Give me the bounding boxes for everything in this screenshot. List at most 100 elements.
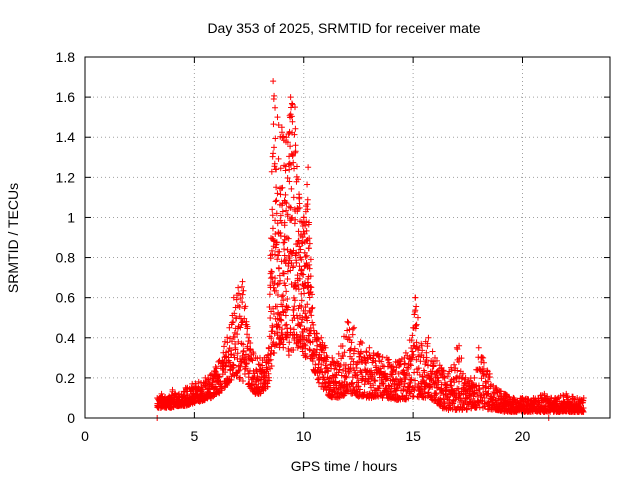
data-point [264,366,271,373]
data-point [341,349,348,356]
data-point [502,393,509,400]
data-point [268,269,275,276]
data-point [421,369,428,376]
data-point [303,252,310,259]
data-point [274,281,281,288]
data-point [284,211,291,218]
data-point [357,348,364,355]
data-point [451,361,458,368]
data-point [304,196,311,203]
data-point [277,191,284,198]
x-tick-label: 10 [296,428,312,444]
y-tick-label: 1.6 [56,89,76,105]
data-point [338,372,345,379]
data-point [284,276,291,282]
data-point [289,214,296,221]
data-point [295,249,302,256]
data-point [339,342,346,349]
data-point [266,291,273,298]
data-point [355,383,362,390]
data-point [244,323,251,330]
data-point [271,238,278,245]
data-point [272,198,279,205]
data-point [440,367,447,374]
data-point [271,144,277,151]
data-point [286,160,293,167]
data-point [237,324,244,331]
data-point [284,139,291,146]
data-point [425,362,432,369]
data-point [454,346,461,353]
data-point [239,299,246,306]
data-point [302,222,309,229]
data-point [238,283,245,290]
data-point [301,280,308,287]
data-point [275,155,282,162]
data-point [275,280,282,287]
data-point [324,354,331,361]
data-point [430,362,437,369]
data-point [282,256,289,263]
data-point [276,324,283,331]
data-point [245,370,252,377]
data-point [293,339,300,346]
data-point [276,272,283,279]
data-point [285,304,292,311]
data-point [274,114,281,121]
data-point [392,369,399,376]
data-point [254,355,261,362]
data-point [283,334,290,341]
data-point [440,396,447,403]
data-point [479,369,486,376]
data-point [199,386,206,393]
data-point [429,348,436,355]
data-point [290,263,297,270]
data-point [306,265,313,272]
data-point [408,376,415,383]
data-point [238,319,245,326]
data-point [282,198,289,205]
data-point [290,307,297,314]
data-point [304,206,311,213]
data-point [304,181,311,188]
data-point [293,163,300,170]
data-point [428,370,435,377]
data-point [360,392,367,399]
data-point [476,404,483,411]
data-point [277,277,284,284]
data-point [332,379,339,386]
data-point [414,314,421,321]
data-point [460,370,467,377]
data-point [273,197,280,204]
data-point [451,379,458,386]
data-point [236,375,243,382]
data-point [323,358,330,365]
data-point [410,386,417,393]
data-point [308,284,315,291]
data-point [307,308,314,315]
data-point [350,358,357,365]
data-point [401,380,408,387]
data-point [228,351,235,358]
data-point [439,368,446,375]
data-point [351,345,358,352]
data-points [154,78,587,421]
data-point [306,235,313,242]
data-point [238,359,245,366]
data-point [306,261,313,268]
data-point [259,357,266,364]
data-point [286,128,293,135]
data-point [300,214,307,221]
data-point [275,121,282,128]
data-point [218,387,225,394]
data-point [406,383,413,390]
data-point [368,367,375,374]
data-point [226,324,233,331]
data-point [222,353,229,360]
data-point [271,349,278,356]
data-point [280,297,287,304]
data-point [331,359,338,366]
data-point [224,339,231,346]
data-point [268,168,275,175]
